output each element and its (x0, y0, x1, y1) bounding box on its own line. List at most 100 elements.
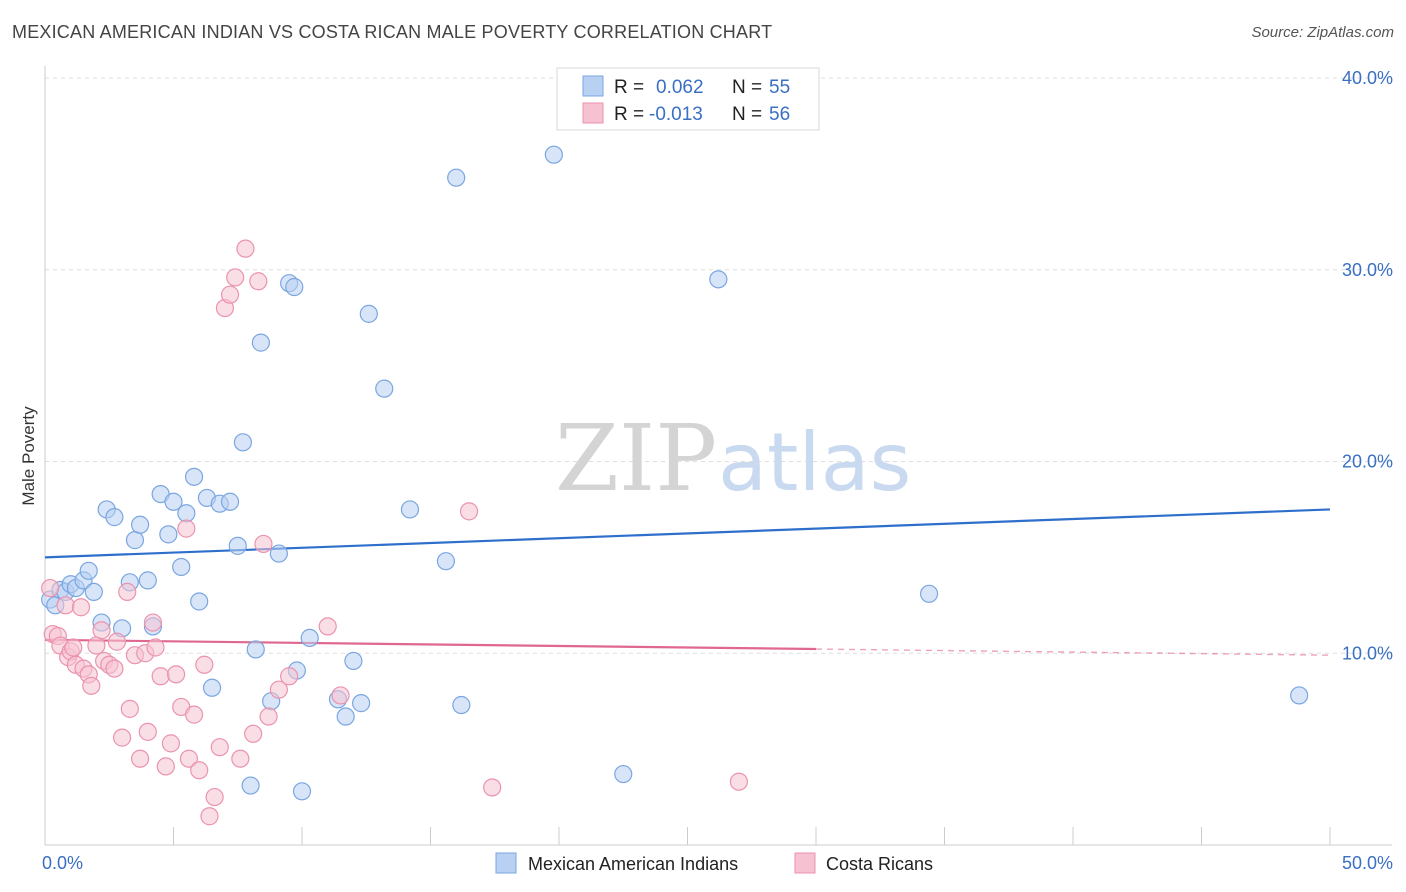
chart-title: MEXICAN AMERICAN INDIAN VS COSTA RICAN M… (12, 22, 773, 42)
blue-point-51 (544, 145, 563, 164)
tick-labels: 10.0% 20.0% 30.0% 40.0% 0.0% 50.0% (42, 68, 1393, 873)
blue-point-20 (164, 492, 183, 511)
blue-point-53 (709, 270, 728, 289)
blue-point-7 (79, 561, 98, 580)
blue-point-45 (359, 304, 378, 323)
series-legend: Mexican American Indians Costa Ricans (495, 852, 933, 874)
blue-point-19 (159, 525, 178, 544)
pink-point-4 (56, 596, 75, 615)
pink-point-7 (64, 638, 83, 657)
source-label: Source: ZipAtlas.com (1251, 24, 1394, 41)
pink-point-28 (151, 667, 170, 686)
pink-point-46 (244, 724, 263, 743)
blue-point-24 (190, 592, 209, 611)
pink-point-27 (146, 638, 165, 657)
blue-point-33 (251, 333, 270, 352)
series-legend-swatch-pink (794, 852, 816, 874)
series-legend-swatch-blue (495, 852, 517, 874)
y-tick-label-3: 40.0% (1342, 68, 1393, 88)
blue-point-43 (344, 651, 363, 671)
pink-point-29 (156, 757, 175, 776)
blue-point-26 (202, 678, 222, 697)
y-tick-label-1: 20.0% (1342, 452, 1393, 472)
watermark-zip: ZIP (555, 405, 717, 512)
legend-n-value-2: 56 (769, 104, 790, 125)
pink-point-36 (190, 761, 209, 780)
blue-point-32 (246, 640, 265, 659)
blue-point-29 (228, 536, 247, 555)
blue-point-55 (1290, 686, 1309, 705)
blue-point-54 (919, 584, 939, 603)
pink-point-47 (249, 272, 268, 291)
legend-n-value-1: 55 (769, 77, 790, 98)
pink-point-44 (231, 749, 250, 768)
axes (44, 66, 1392, 846)
blue-point-48 (436, 552, 456, 571)
blue-point-28 (220, 492, 240, 511)
blue-point-42 (336, 707, 355, 726)
pink-point-37 (195, 655, 214, 674)
series-legend-label-blue: Mexican American Indians (528, 854, 738, 874)
x-tick-label-0: 0.0% (42, 853, 83, 873)
pink-point-33 (177, 519, 196, 538)
blue-point-22 (177, 504, 196, 523)
blue-point-52 (614, 764, 633, 784)
legend-n-label-1: N = (732, 77, 762, 98)
pink-point-14 (92, 621, 111, 640)
legend-swatch-blue (582, 75, 604, 97)
stats-legend: R = 0.062 N = 55 R = -0.013 N = 56 (556, 67, 820, 131)
pink-point-30 (161, 734, 181, 753)
y-tick-label-0: 10.0% (1342, 643, 1393, 663)
blue-point-31 (241, 776, 260, 795)
pink-trend-line (44, 638, 817, 651)
blue-point-21 (172, 557, 191, 577)
pink-point-26 (143, 613, 163, 632)
data-points (41, 145, 1309, 826)
pink-point-17 (105, 659, 124, 678)
series-legend-label-pink: Costa Ricans (826, 854, 933, 874)
legend-r-value-2: -0.013 (649, 104, 703, 125)
blue-point-47 (400, 500, 420, 519)
blue-point-8 (84, 582, 103, 601)
pink-point-0 (41, 578, 60, 598)
trend-lines (44, 508, 1331, 656)
pink-trend-line-dashed (815, 648, 1331, 656)
pink-point-20 (118, 582, 137, 601)
pink-point-40 (210, 738, 229, 757)
y-tick-label-2: 30.0% (1342, 260, 1393, 280)
blue-point-16 (138, 571, 157, 590)
pink-point-53 (331, 686, 350, 705)
pink-point-31 (166, 665, 186, 684)
pink-point-25 (138, 722, 157, 741)
blue-point-49 (447, 168, 466, 187)
blue-point-30 (233, 433, 252, 452)
blue-point-11 (105, 508, 124, 527)
blue-point-23 (184, 467, 204, 486)
pink-point-39 (205, 787, 224, 807)
watermark-atlas: atlas (718, 416, 911, 509)
blue-point-35 (269, 544, 288, 563)
watermark: ZIP atlas (555, 405, 911, 512)
blue-point-44 (352, 694, 371, 713)
pink-point-19 (112, 728, 132, 747)
pink-point-51 (280, 667, 299, 686)
pink-point-38 (200, 807, 219, 826)
pink-point-18 (107, 632, 127, 651)
legend-n-label-2: N = (732, 104, 762, 125)
blue-point-50 (452, 695, 471, 715)
pink-point-13 (87, 636, 106, 655)
blue-point-37 (285, 277, 304, 297)
blue-point-15 (130, 515, 150, 534)
pink-point-12 (82, 676, 101, 695)
pink-point-55 (483, 778, 502, 797)
legend-r-label-2: R = (614, 104, 644, 125)
y-axis-label: Male Poverty (19, 406, 38, 506)
pink-point-23 (130, 749, 150, 768)
pink-point-45 (236, 239, 255, 258)
pink-point-9 (71, 598, 91, 617)
pink-point-35 (184, 705, 204, 724)
blue-point-46 (375, 379, 394, 398)
pink-point-34 (179, 749, 199, 768)
pink-point-21 (120, 699, 139, 718)
